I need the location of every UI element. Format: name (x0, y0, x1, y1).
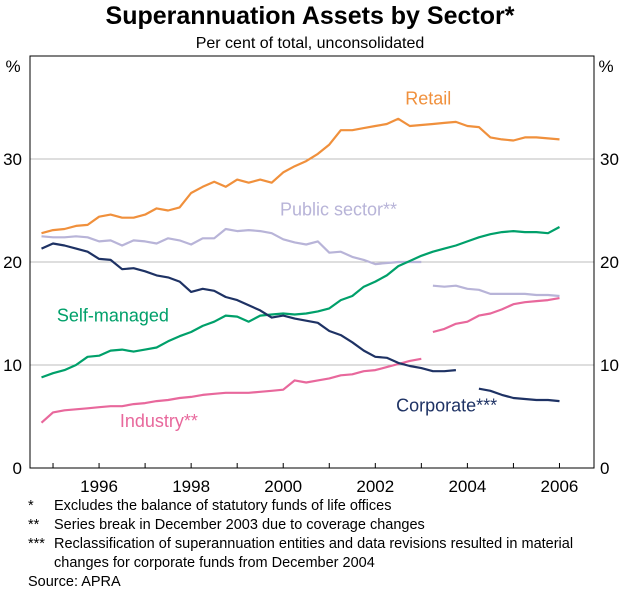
series-line-publicsector (41, 227, 422, 266)
x-tick-label: 2006 (541, 477, 579, 496)
footnote-text: Reclassification of superannuation entit… (54, 536, 574, 571)
y-tick-label-right: 20 (600, 253, 619, 272)
axes: 0 0 10 10 20 20 30 30 1996 1998 2000 2002 2004 2006 (3, 55, 619, 496)
y-tick-label-left: 30 (3, 150, 22, 169)
footnote-mark: ** (28, 517, 40, 533)
series-label: Self-managed (57, 306, 169, 326)
footnote-mark: * (28, 498, 34, 514)
series-labels: Retail Public sector** Self-managed Industr… (57, 88, 497, 430)
series-label: Corporate*** (396, 395, 497, 415)
x-tick-label: 1998 (172, 477, 210, 496)
footnote-1: * Excludes the balance of statutory fund… (28, 497, 621, 516)
x-tick-label: 2004 (448, 477, 486, 496)
footnote-mark: *** (28, 536, 45, 552)
footnotes: * Excludes the balance of statutory fund… (28, 497, 621, 592)
grid-lines (30, 158, 594, 366)
x-tick-label: 2002 (356, 477, 394, 496)
y-tick-label-right: 10 (600, 356, 619, 375)
x-tick-label: 2000 (264, 477, 302, 496)
chart-title: Superannuation Assets by Sector* (106, 2, 515, 30)
series-line-corporate (478, 387, 560, 403)
y-tick-label-right: 30 (600, 150, 619, 169)
y-tick-label-left: 0 (13, 459, 22, 478)
series-line-selfmanaged (41, 226, 561, 379)
y-axis-unit-left: % (5, 57, 20, 76)
source-note: Source: APRA (28, 574, 121, 590)
series-label: Retail (405, 88, 451, 108)
series-line-publicsector (432, 284, 560, 298)
chart-subtitle: Per cent of total, unconsolidated (196, 35, 425, 52)
series-line-industry (432, 297, 560, 334)
y-tick-label-right: 0 (600, 459, 609, 478)
x-tick-label: 1996 (80, 477, 118, 496)
footnote-text: Excludes the balance of statutory funds … (54, 498, 392, 514)
series-line-corporate (41, 242, 457, 373)
series-label: Industry** (120, 411, 198, 431)
chart: Superannuation Assets by Sector* Per cen… (3, 2, 619, 496)
series-lines (40, 117, 561, 424)
footnote-text: Series break in December 2003 due to cov… (54, 517, 425, 533)
plot-frame (29, 55, 595, 469)
series-line-retail (41, 117, 560, 235)
footnote-2: ** Series break in December 2003 due to … (28, 516, 621, 535)
series-label: Public sector** (280, 200, 397, 220)
footnote-3: *** Reclassification of superannuation e… (28, 535, 621, 573)
y-axis-unit-right: % (598, 57, 613, 76)
y-tick-label-left: 10 (3, 356, 22, 375)
y-tick-label-left: 20 (3, 253, 22, 272)
series-line-industry (40, 357, 422, 424)
